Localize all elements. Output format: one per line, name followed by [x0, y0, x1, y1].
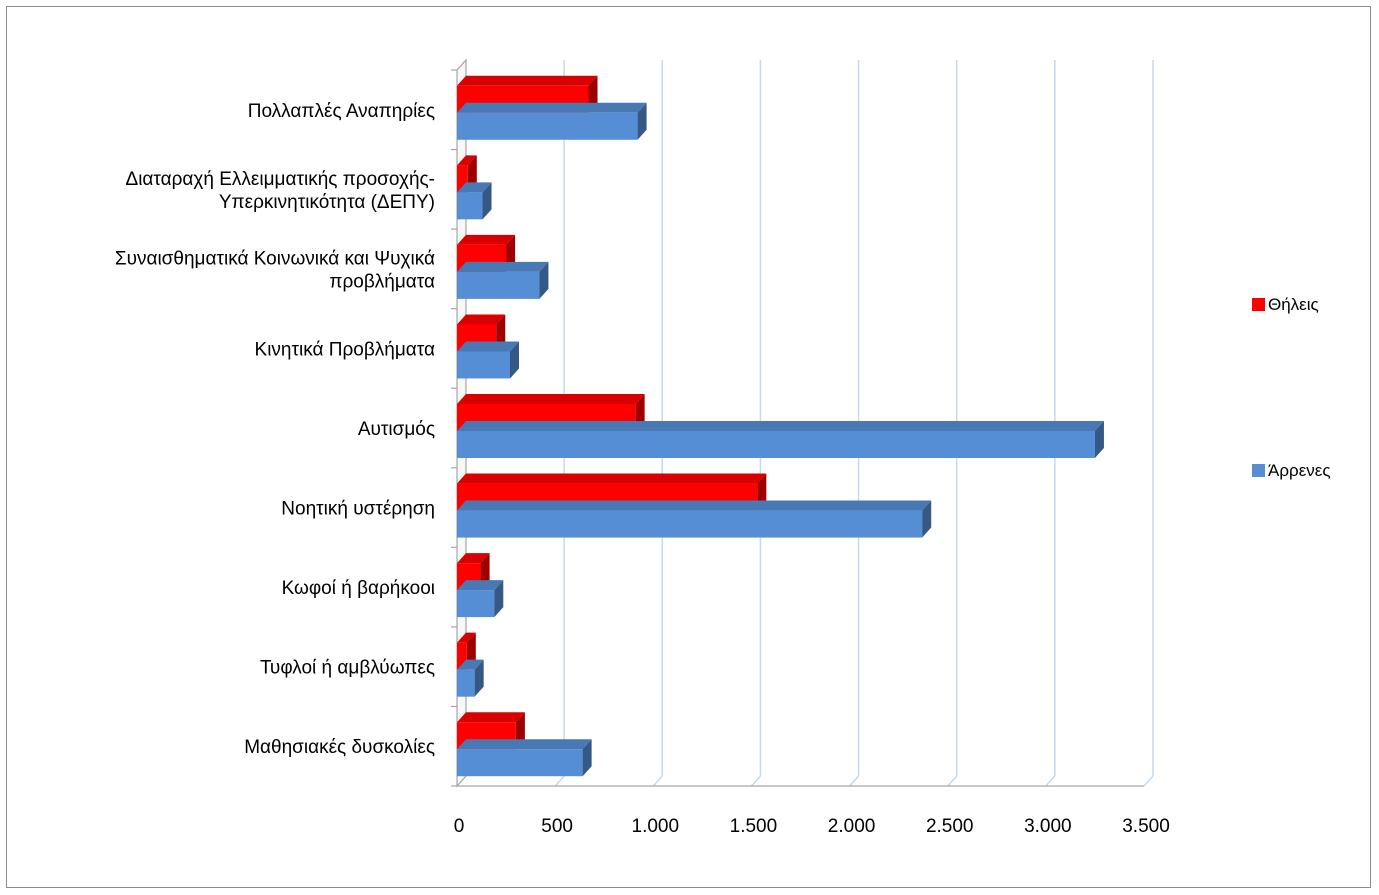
category-label: Πολλαπλές Αναπηρίες	[248, 101, 435, 122]
bar	[457, 261, 549, 299]
x-tick-label: 1.500	[730, 816, 778, 837]
bar-chart: 0 500 1.000 1.500 2.000 2.500 3.000 3.500 Μαθησι…	[115, 58, 1331, 837]
gridline-base	[1143, 775, 1154, 787]
bar	[457, 341, 519, 379]
bar-top-face	[457, 659, 484, 670]
bar-front-face	[457, 271, 540, 299]
bar-top-face	[457, 632, 476, 643]
bar-end-face	[922, 500, 932, 538]
bar-top-face	[457, 739, 592, 750]
gridline-base	[750, 775, 761, 787]
category-label: Μαθησιακές δυσκολίες	[244, 737, 435, 758]
bar-top-face	[457, 182, 492, 193]
x-tick-label: 3.000	[1024, 816, 1072, 837]
bar-end-face	[482, 182, 492, 220]
gridline-base	[652, 775, 663, 787]
legend-label: Άρρενες	[1268, 461, 1331, 480]
bar-top-face	[457, 155, 477, 166]
x-tick-label: 500	[541, 816, 573, 837]
gridline-base	[1045, 775, 1056, 787]
category-label: Αυτισμός	[358, 419, 435, 440]
bar-top-face	[457, 553, 490, 564]
x-tick-label: 1.000	[632, 816, 680, 837]
gridline-base	[947, 775, 958, 787]
category-label: Συναισθηματικά Κοινωνικά και Ψυχικά	[115, 248, 435, 269]
bar-top-face	[457, 102, 647, 113]
bar-end-face	[1094, 421, 1104, 458]
legend-swatch	[1252, 464, 1265, 477]
gridline-base	[554, 775, 565, 787]
category-label: Νοητική υστέρηση	[281, 499, 435, 520]
bar-top-face	[457, 421, 1104, 431]
bar-front-face	[457, 431, 1095, 458]
bar	[457, 659, 484, 697]
x-tick-label: 3.500	[1122, 816, 1170, 837]
bar-front-face	[457, 590, 495, 618]
bar-top-face	[457, 580, 504, 591]
x-tick-label: 2.000	[828, 816, 876, 837]
bar-top-face	[457, 394, 645, 404]
category-label: Κινητικά Προβλήματα	[255, 339, 435, 360]
bar-top-face	[457, 712, 525, 723]
bar-front-face	[457, 192, 483, 220]
bar-front-face	[457, 749, 583, 777]
bar	[457, 182, 492, 220]
bar-top-face	[457, 261, 549, 272]
chart-area: 0 500 1.000 1.500 2.000 2.500 3.000 3.500 Μαθησι…	[6, 6, 1371, 888]
category-label: Κωφοί ή βαρήκοοι	[282, 578, 435, 599]
bar	[457, 102, 647, 140]
bar-front-face	[457, 351, 510, 379]
bar-end-face	[509, 341, 519, 379]
bar-top-face	[457, 473, 767, 484]
bar-front-face	[457, 510, 923, 538]
bar-end-face	[582, 739, 592, 777]
bar-front-face	[457, 669, 475, 697]
bar-top-face	[457, 341, 519, 352]
category-label: Υπερκινητικότητα (ΔΕΠΥ)	[219, 192, 435, 213]
bar	[457, 421, 1104, 458]
legend-label: Θήλεις	[1268, 295, 1319, 314]
bar-top-face	[457, 314, 506, 325]
bar-front-face	[457, 642, 467, 670]
bar-front-face	[457, 165, 468, 193]
x-tick-label: 2.500	[926, 816, 974, 837]
bar	[457, 500, 932, 538]
bar-top-face	[457, 500, 932, 511]
bar-end-face	[474, 659, 484, 697]
bar	[457, 75, 598, 113]
legend-swatch	[1252, 298, 1265, 311]
category-label: Τυφλοί ή αμβλύωπες	[260, 658, 435, 679]
bar-end-face	[494, 580, 504, 618]
bar-top-face	[457, 75, 598, 86]
bar-top-face	[457, 234, 516, 245]
bar	[457, 739, 592, 777]
category-label: προβλήματα	[329, 271, 435, 292]
bar-end-face	[539, 261, 549, 299]
bar-front-face	[457, 112, 638, 140]
gridline-base	[849, 775, 860, 787]
bar-end-face	[637, 102, 647, 140]
category-label: Διαταραχή Ελλειμματικής προσοχής-	[126, 169, 436, 190]
bar	[457, 580, 504, 618]
x-tick-label: 0	[454, 816, 465, 837]
